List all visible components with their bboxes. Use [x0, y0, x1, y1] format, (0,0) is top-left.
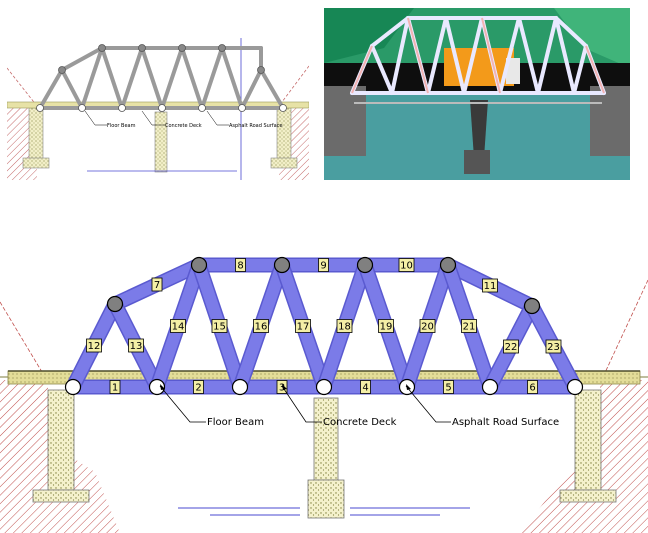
bottom-joint-2[interactable]	[148, 378, 166, 396]
bottom-joint-7[interactable]	[566, 378, 584, 396]
member-label-2: 2	[195, 383, 201, 394]
member-label-22: 22	[505, 342, 518, 353]
member-label-box-1	[109, 380, 121, 394]
member-label-box-6	[527, 380, 538, 394]
member-label-box-9	[318, 258, 329, 272]
member-label-box-16	[253, 319, 269, 333]
member-label-box-12	[86, 338, 102, 353]
bottom-joint-3[interactable]	[231, 378, 249, 396]
member-label-box-3	[276, 380, 288, 394]
bridge-elevation-main: 1 2 3 4 5 6 7 8 9 10 11 12 13 14 15 16 17 18 19 20 21 22 23 Fl…	[0, 232, 648, 533]
thumb-floor-beam-label: Floor Beam	[107, 123, 136, 129]
bottom-joint-4[interactable]	[315, 378, 333, 396]
member-label-box-19	[378, 319, 394, 333]
callout-leaders	[159, 385, 451, 423]
member-label-box-11	[482, 278, 498, 293]
top-joint-5[interactable]	[439, 256, 457, 274]
member-label-17: 17	[297, 322, 310, 333]
member-label-14: 14	[172, 322, 185, 333]
member-label-21: 21	[463, 322, 476, 333]
truss-members	[65, 257, 583, 395]
member-label-23: 23	[547, 342, 560, 353]
asphalt-road-label: Asphalt Road Surface	[452, 417, 559, 428]
member-label-9: 9	[320, 261, 326, 272]
member-label-19: 19	[380, 322, 393, 333]
member-label-20: 20	[421, 322, 434, 333]
member-label-box-10	[398, 258, 415, 272]
member-label-box-15	[211, 319, 228, 333]
member-label-box-14	[170, 319, 186, 333]
top-joint-2[interactable]	[190, 256, 208, 274]
bottom-joint-1[interactable]	[64, 378, 82, 396]
member-label-1: 1	[112, 383, 118, 394]
member-label-box-18	[336, 319, 353, 333]
bottom-joint-6[interactable]	[481, 378, 499, 396]
member-label-box-21	[461, 319, 477, 333]
floor-beam-label: Floor Beam	[207, 417, 264, 428]
truss-joints	[58, 44, 265, 74]
bridge-elevation-thumbnail: Floor Beam Concrete Deck Asphalt Road Su…	[7, 8, 309, 180]
member-label-7: 7	[154, 280, 160, 291]
thumb-concrete-deck-label: Concrete Deck	[165, 123, 202, 129]
top-joint-1[interactable]	[106, 295, 124, 313]
member-label-15: 15	[213, 322, 226, 333]
left-abutment-3d	[324, 86, 366, 156]
right-abutment	[276, 107, 292, 164]
top-joint-3[interactable]	[273, 256, 291, 274]
member-label-3: 3	[279, 383, 285, 394]
member-label-box-4	[360, 380, 371, 394]
member-label-box-13	[128, 338, 144, 353]
callout-arrowheads	[160, 384, 411, 390]
render-scene	[324, 8, 630, 180]
left-abutment	[28, 107, 44, 164]
member-label-box-8	[235, 258, 246, 272]
member-label-5: 5	[445, 383, 451, 394]
top-joint-4[interactable]	[356, 256, 374, 274]
right-abutment	[559, 389, 617, 503]
top-joint-6[interactable]	[523, 297, 541, 315]
member-label-box-5	[443, 380, 454, 394]
member-label-8: 8	[237, 261, 243, 272]
bridge-3d-render	[324, 8, 630, 180]
member-label-box-23	[545, 339, 562, 354]
member-label-18: 18	[338, 322, 351, 333]
water-lines	[178, 507, 470, 516]
thumb-asphalt-label: Asphalt Road Surface	[229, 123, 283, 129]
member-label-10: 10	[400, 261, 413, 272]
concrete-deck-label: Concrete Deck	[323, 417, 397, 428]
member-label-4: 4	[362, 383, 368, 394]
truss-members	[38, 46, 285, 110]
center-pier	[307, 397, 345, 519]
right-abutment-3d	[590, 86, 630, 156]
member-label-box-17	[295, 319, 311, 333]
member-label-box-2	[193, 380, 204, 394]
pier-3d	[470, 100, 488, 158]
member-label-12: 12	[88, 341, 101, 352]
left-abutment	[32, 389, 90, 503]
member-label-box-7	[151, 277, 163, 292]
member-label-box-20	[419, 319, 436, 333]
member-label-16: 16	[255, 322, 268, 333]
member-label-11: 11	[484, 281, 497, 292]
member-label-13: 13	[130, 341, 143, 352]
thumbnail-drawing: Floor Beam Concrete Deck Asphalt Road Su…	[7, 38, 309, 180]
member-label-6: 6	[529, 383, 535, 394]
member-label-box-22	[503, 339, 519, 354]
center-pier	[154, 111, 168, 173]
